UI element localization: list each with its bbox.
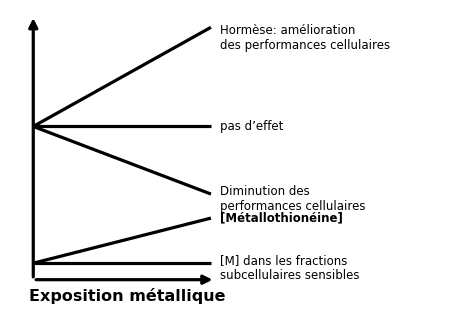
Text: pas d’effet: pas d’effet: [220, 120, 283, 133]
Text: [Métallothionéine]: [Métallothionéine]: [220, 212, 343, 225]
Text: Exposition métallique: Exposition métallique: [29, 288, 226, 304]
Text: [M] dans les fractions
subcellulaires sensibles: [M] dans les fractions subcellulaires se…: [220, 254, 359, 282]
Text: Diminution des
performances cellulaires: Diminution des performances cellulaires: [220, 185, 365, 213]
Text: Hormèse: amélioration
des performances cellulaires: Hormèse: amélioration des performances c…: [220, 24, 390, 52]
